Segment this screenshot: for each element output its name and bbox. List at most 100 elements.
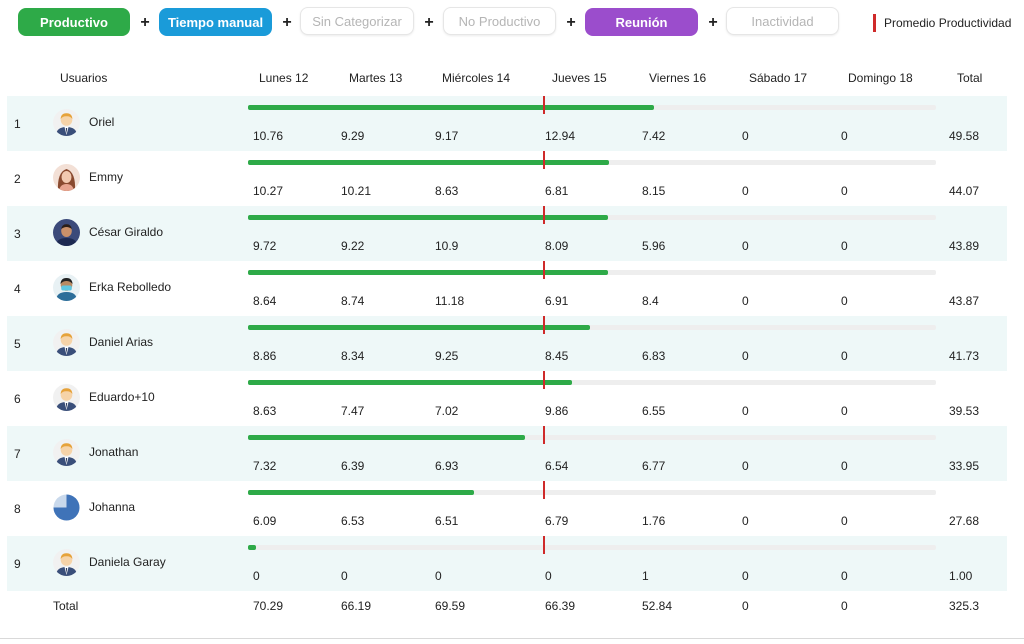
day-hours-cell: 0 [742,404,749,418]
table-row[interactable]: 1 Oriel 10.76 9.29 9.17 12.94 7.42 0 0 49.58 [7,96,1007,151]
column-header-day: Miércoles 14 [442,71,511,85]
filter-no-productivo[interactable]: No Productivo [443,7,556,35]
day-hours-cell: 7.02 [435,404,459,418]
filter-sin-categorizar[interactable]: Sin Categorizar [300,7,414,35]
average-productivity-marker [543,371,545,389]
day-hours-cell: 11.18 [435,294,465,308]
day-hours-cell: 0 [841,569,848,583]
day-hours-cell: 6.53 [341,514,365,528]
row-total-cell: 33.95 [949,459,980,473]
table-header: Usuarios Lunes 12 Martes 13 Miércoles 14… [0,68,1024,88]
totals-cell: 0 [742,599,749,613]
average-productivity-legend: Promedio Productividad [873,14,1011,32]
day-hours-cell: 9.17 [435,129,459,143]
filter-productivo[interactable]: Productivo [18,8,130,36]
table-row[interactable]: 4 Erka Rebolledo 8.64 8.74 11.18 6.91 8.4 0 0 43.… [7,261,1007,316]
day-hours-cell: 6.77 [642,459,666,473]
table-row[interactable]: 6 Eduardo+10 8.63 7.47 7.02 9.86 6.55 0 0 39.53 [7,371,1007,426]
table-row[interactable]: 7 Jonathan 7.32 6.39 6.93 6.54 6.77 0 0 33.95 [7,426,1007,481]
column-header-day: Viernes 16 [649,71,707,85]
productivity-bar-fill [248,435,525,440]
totals-row: Total 70.29 66.19 69.59 66.39 52.84 0 0 … [0,590,1024,620]
day-hours-cell: 6.54 [545,459,569,473]
row-index: 9 [14,557,21,571]
row-total-cell: 43.87 [949,294,980,308]
column-header-day: Lunes 12 [259,71,309,85]
day-hours-cell: 0 [742,514,749,528]
day-hours-cell: 6.83 [642,349,666,363]
totals-cell: 0 [841,599,848,613]
productivity-bar [248,270,936,275]
avatar [53,109,80,136]
average-productivity-marker [543,426,545,444]
bottom-divider [0,638,1024,639]
user-name[interactable]: Oriel [89,115,115,129]
user-name[interactable]: Johanna [89,500,136,514]
day-hours-cell: 9.29 [341,129,365,143]
day-hours-cell: 8.64 [253,294,277,308]
totals-cell: 69.59 [435,599,466,613]
row-index: 8 [14,502,21,516]
row-total-cell: 39.53 [949,404,980,418]
productivity-bar [248,490,936,495]
totals-cell: 52.84 [642,599,673,613]
day-hours-cell: 6.91 [545,294,569,308]
average-productivity-marker [543,536,545,554]
day-hours-cell: 0 [841,514,848,528]
productivity-bar [248,545,936,550]
filter-label: Inactividad [751,13,814,29]
column-header-users: Usuarios [60,71,108,85]
productivity-bar-fill [248,105,654,110]
avatar [53,549,80,576]
user-name[interactable]: Daniel Arias [89,335,154,349]
totals-total: 325.3 [949,599,980,613]
table-row[interactable]: 5 Daniel Arias 8.86 8.34 9.25 8.45 6.83 0 0 41.73 [7,316,1007,371]
day-hours-cell: 6.51 [435,514,459,528]
legend-label: Promedio Productividad [884,16,1012,30]
filter-reunion[interactable]: Reunión [585,8,698,36]
filter-tiempo-manual[interactable]: Tiempo manual [159,8,272,36]
table-row[interactable]: 3 César Giraldo 9.72 9.22 10.9 8.09 5.96 0 0 43.8… [7,206,1007,261]
day-hours-cell: 9.22 [341,239,365,253]
table-row[interactable]: 2 Emmy 10.27 10.21 8.63 6.81 8.15 0 0 44.07 [7,151,1007,206]
column-header-day: Sábado 17 [749,71,808,85]
productivity-bar [248,160,936,165]
table-row[interactable]: 9 Daniela Garay 0 0 0 0 1 0 0 1.00 [7,536,1007,591]
day-hours-cell: 0 [841,184,848,198]
productivity-bar-fill [248,325,590,330]
day-hours-cell: 6.55 [642,404,666,418]
table-row[interactable]: 8 Johanna 6.09 6.53 6.51 6.79 1.76 0 0 27.68 [7,481,1007,536]
day-hours-cell: 5.96 [642,239,666,253]
day-hours-cell: 8.86 [253,349,277,363]
user-name[interactable]: Eduardo+10 [89,390,155,404]
user-name[interactable]: Jonathan [89,445,139,459]
user-name[interactable]: César Giraldo [89,225,164,239]
day-hours-cell: 10.9 [435,239,459,253]
row-total-cell: 27.68 [949,514,980,528]
productivity-bar-fill [248,215,608,220]
avatar [53,164,80,191]
day-hours-cell: 0 [841,349,848,363]
day-hours-cell: 9.72 [253,239,277,253]
day-hours-cell: 0 [742,349,749,363]
day-hours-cell: 8.09 [545,239,569,253]
filter-inactividad[interactable]: Inactividad [726,7,839,35]
row-total-cell: 1.00 [949,569,973,583]
average-productivity-marker [543,316,545,334]
day-hours-cell: 1.76 [642,514,666,528]
column-header-total: Total [957,71,983,85]
user-name[interactable]: Erka Rebolledo [89,280,172,294]
row-index: 4 [14,282,21,296]
row-index: 6 [14,392,21,406]
plus-sign: + [424,14,434,31]
productivity-bar [248,215,936,220]
row-total-cell: 49.58 [949,129,980,143]
user-name[interactable]: Daniela Garay [89,555,166,569]
day-hours-cell: 6.81 [545,184,569,198]
day-hours-cell: 0 [742,459,749,473]
filter-label: Sin Categorizar [312,13,402,29]
column-header-day: Martes 13 [349,71,403,85]
filter-label: Tiempo manual [167,14,264,30]
user-name[interactable]: Emmy [89,170,123,184]
average-productivity-marker [543,206,545,224]
